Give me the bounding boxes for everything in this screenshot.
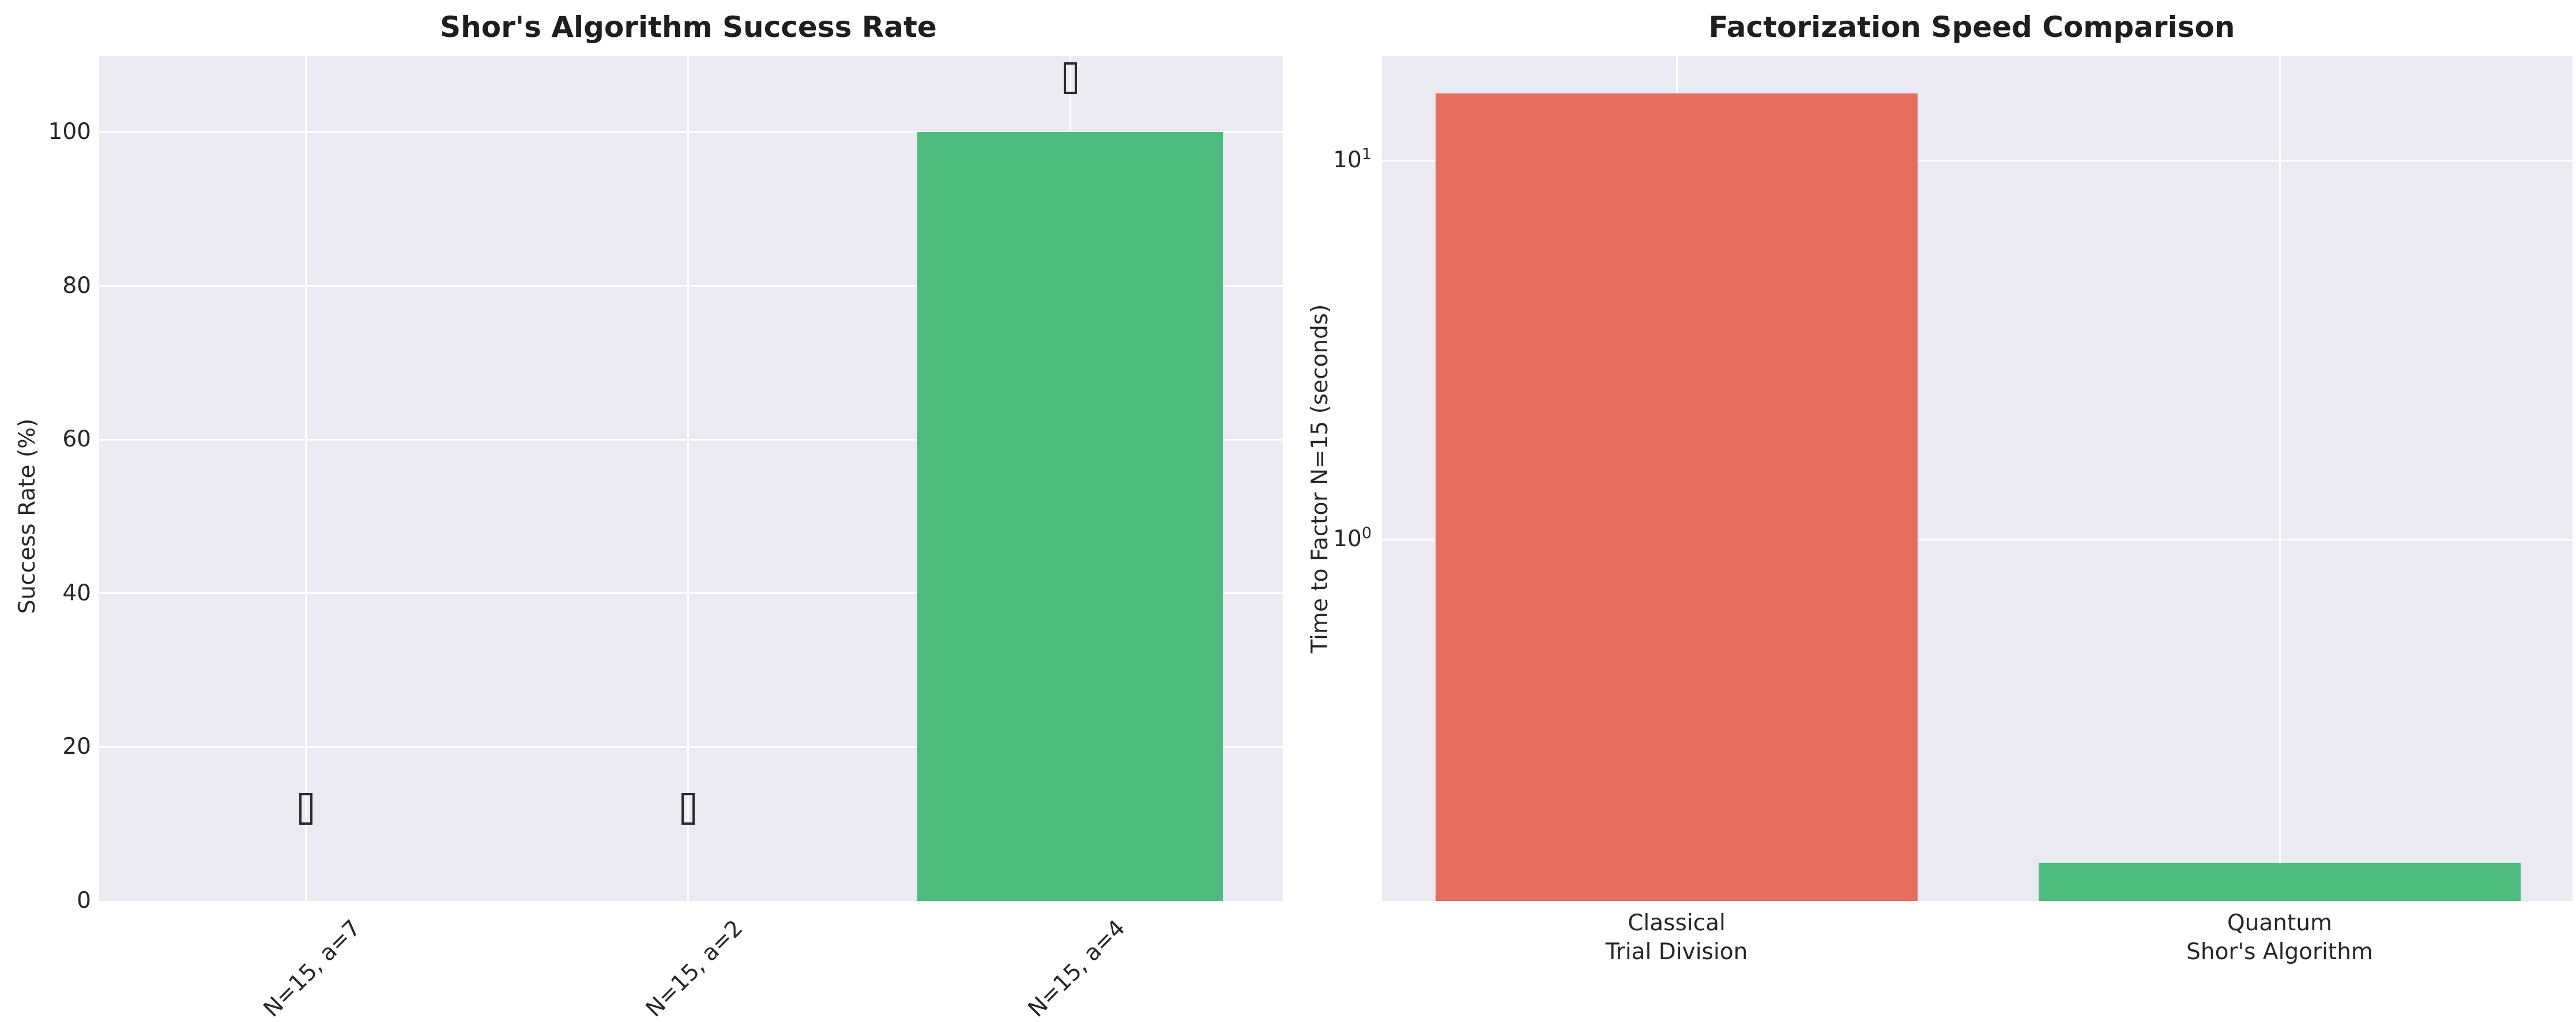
quantum-time-bar (2039, 862, 2521, 901)
right-xtick-classical: Classical Trial Division (1605, 910, 1748, 965)
right-ytick-1: 100 (1245, 525, 1372, 553)
missing-glyph-marker (681, 792, 695, 825)
success-rate-bar (917, 131, 1223, 901)
gridline (99, 131, 1283, 133)
right-y-axis-label: Time to Factor N=15 (seconds) (1307, 304, 1333, 653)
ytick-base: 10 (1333, 526, 1362, 552)
left-xtick-1: N=15, a=7 (258, 915, 366, 1022)
missing-glyph-marker (1063, 62, 1077, 94)
left-ytick-80: 80 (62, 273, 91, 299)
left-chart-title: Shor's Algorithm Success Rate (440, 10, 937, 44)
classical-time-bar (1436, 93, 1918, 901)
left-ytick-20: 20 (62, 734, 91, 760)
left-xtick-3: N=15, a=4 (1023, 915, 1131, 1022)
gridline (99, 592, 1283, 595)
gridline (99, 438, 1283, 441)
ytick-exponent: 0 (1361, 524, 1372, 542)
left-ytick-40: 40 (62, 580, 91, 606)
right-ytick-10: 101 (1245, 146, 1372, 174)
right-xtick-quantum: Quantum Shor's Algorithm (2186, 910, 2373, 965)
gridline (304, 56, 307, 901)
gridline (2279, 56, 2281, 901)
ytick-exponent: 1 (1361, 145, 1372, 163)
left-chart-axes (99, 56, 1283, 901)
left-ytick-0: 0 (77, 888, 91, 914)
gridline (99, 746, 1283, 748)
ytick-base: 10 (1333, 147, 1362, 173)
left-ytick-100: 100 (48, 119, 91, 145)
missing-glyph-marker (299, 792, 312, 825)
right-chart-axes (1382, 56, 2573, 901)
gridline (687, 56, 689, 901)
left-ytick-60: 60 (62, 426, 91, 452)
gridline (99, 284, 1283, 287)
gridline (1382, 538, 2573, 540)
left-xtick-2: N=15, a=2 (641, 915, 748, 1022)
right-chart-title: Factorization Speed Comparison (1708, 10, 2235, 44)
gridline (1382, 159, 2573, 161)
